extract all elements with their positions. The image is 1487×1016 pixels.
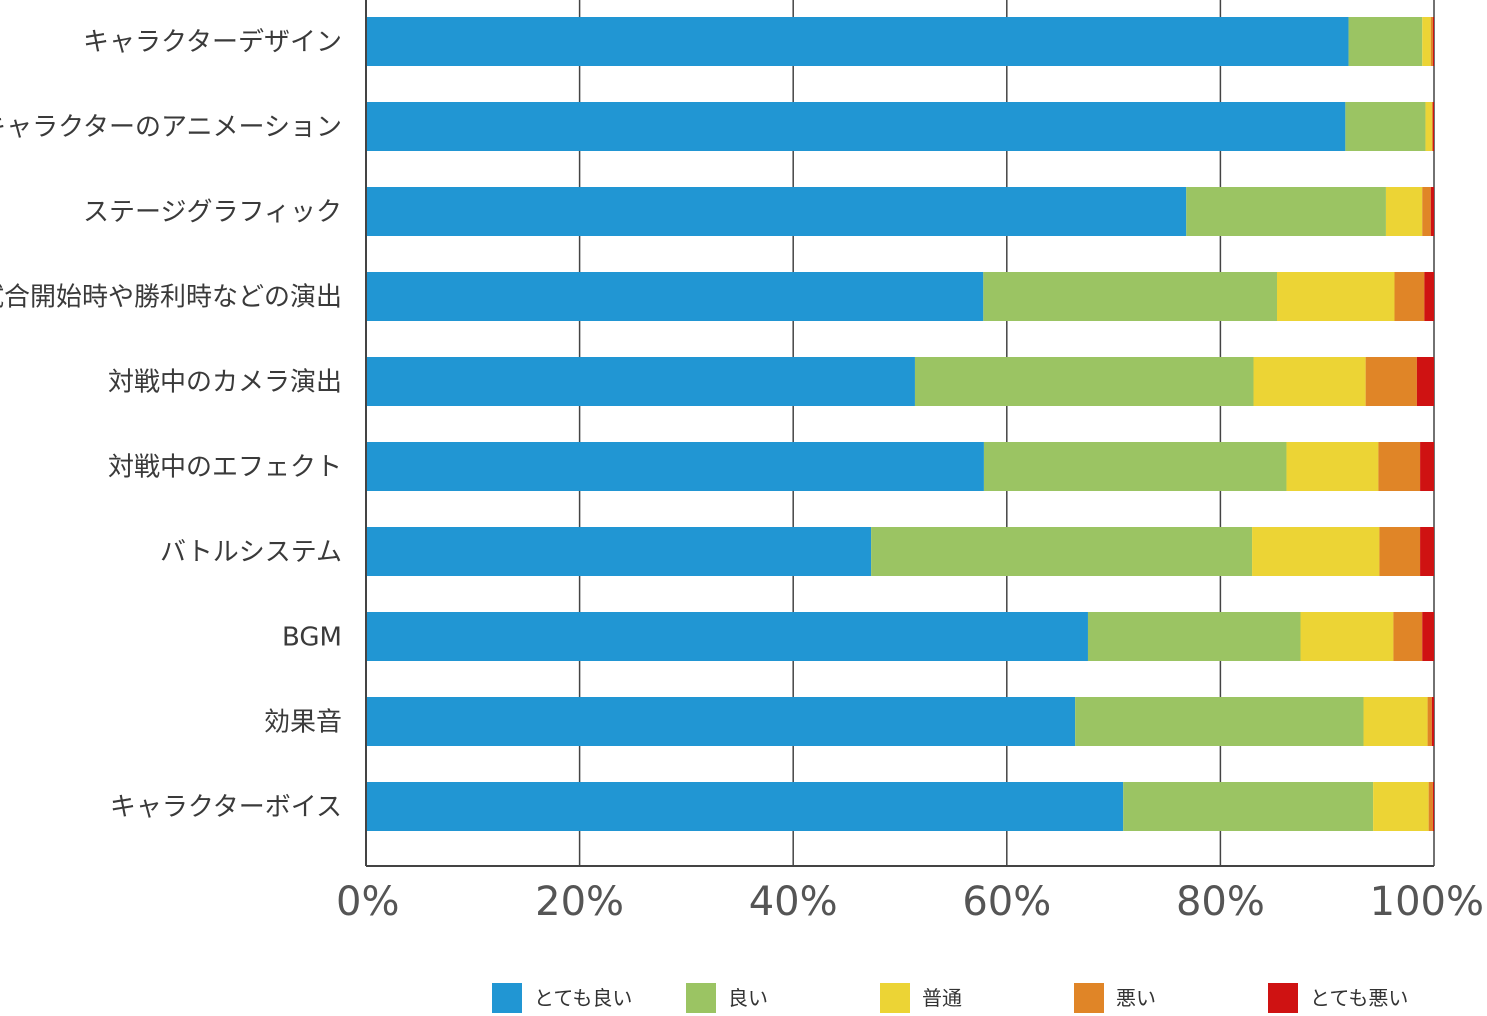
x-tick-label-2: 40% bbox=[749, 879, 838, 925]
category-label-6: バトルシステム bbox=[160, 538, 342, 568]
bar-segment-3-1 bbox=[983, 272, 1278, 321]
category-label-1: キャラクターのアニメーション bbox=[0, 113, 342, 143]
legend-label-1: 良い bbox=[728, 986, 768, 1010]
bar-segment-6-0 bbox=[366, 527, 872, 576]
legend-swatch-1 bbox=[686, 983, 716, 1013]
bar-segment-6-4 bbox=[1420, 527, 1434, 576]
bar-segment-1-3 bbox=[1431, 102, 1433, 151]
bar-segment-5-0 bbox=[366, 442, 984, 491]
bar-segment-5-1 bbox=[983, 442, 1287, 491]
category-label-2: ステージグラフィック bbox=[83, 198, 342, 228]
bar-segment-3-4 bbox=[1424, 272, 1434, 321]
bar-segment-0-4 bbox=[1432, 17, 1434, 66]
legend-label-4: とても悪い bbox=[1310, 986, 1408, 1010]
axes bbox=[365, 0, 1434, 867]
bar-segment-3-2 bbox=[1277, 272, 1395, 321]
x-tick-label-1: 20% bbox=[535, 879, 624, 925]
bar-segment-3-3 bbox=[1394, 272, 1425, 321]
bar-segment-9-2 bbox=[1373, 782, 1429, 831]
category-label-9: キャラクターボイス bbox=[110, 793, 342, 823]
category-label-8: 効果音 bbox=[264, 708, 342, 738]
x-tick-label-0: 0% bbox=[336, 879, 399, 925]
bar-segment-7-0 bbox=[366, 612, 1088, 661]
bar-segment-7-1 bbox=[1087, 612, 1301, 661]
x-tick-label-5: 100% bbox=[1370, 879, 1484, 925]
bar-segment-1-1 bbox=[1345, 102, 1426, 151]
bar-segment-4-0 bbox=[366, 357, 915, 406]
legend-swatch-4 bbox=[1268, 983, 1298, 1013]
category-label-0: キャラクターデザイン bbox=[83, 28, 342, 58]
category-label-7: BGM bbox=[282, 623, 342, 653]
legend-swatch-0 bbox=[492, 983, 522, 1013]
legend-label-3: 悪い bbox=[1116, 986, 1156, 1010]
bar-segment-5-3 bbox=[1378, 442, 1421, 491]
bar-segment-6-3 bbox=[1379, 527, 1421, 576]
bar-segment-3-0 bbox=[366, 272, 984, 321]
x-tick-labels: 0% 20% 40% 60% 80% 100% bbox=[336, 879, 1484, 925]
bar-segment-4-4 bbox=[1416, 357, 1434, 406]
bar-segment-7-2 bbox=[1300, 612, 1394, 661]
bar-segment-8-4 bbox=[1431, 697, 1434, 746]
x-tick-label-4: 80% bbox=[1176, 879, 1265, 925]
bar-segment-2-3 bbox=[1422, 187, 1431, 236]
bar-segment-4-2 bbox=[1253, 357, 1366, 406]
bar-segment-8-2 bbox=[1363, 697, 1428, 746]
bar-segment-8-1 bbox=[1075, 697, 1364, 746]
bar-segment-6-1 bbox=[871, 527, 1253, 576]
bar-segment-5-4 bbox=[1420, 442, 1434, 491]
bar-segment-9-0 bbox=[366, 782, 1124, 831]
bar-segment-2-4 bbox=[1430, 187, 1434, 236]
bar-segment-0-0 bbox=[366, 17, 1349, 66]
bar-segment-1-2 bbox=[1425, 102, 1432, 151]
category-label-4: 対戦中のカメラ演出 bbox=[108, 368, 342, 398]
bar-segment-7-3 bbox=[1393, 612, 1423, 661]
bar-segment-1-0 bbox=[366, 102, 1346, 151]
x-tick-label-3: 60% bbox=[962, 879, 1051, 925]
bar-segment-9-1 bbox=[1123, 782, 1374, 831]
bar-segment-9-3 bbox=[1428, 782, 1433, 831]
bar-segment-2-0 bbox=[366, 187, 1187, 236]
bar-segment-0-3 bbox=[1430, 17, 1433, 66]
legend-label-2: 普通 bbox=[922, 986, 962, 1010]
legend-swatch-2 bbox=[880, 983, 910, 1013]
legend-label-0: とても良い bbox=[534, 986, 632, 1010]
bar-segment-8-0 bbox=[366, 697, 1076, 746]
bar-segment-4-3 bbox=[1365, 357, 1417, 406]
bar-segment-2-1 bbox=[1186, 187, 1386, 236]
bar-segment-2-2 bbox=[1385, 187, 1423, 236]
bar-segment-6-2 bbox=[1252, 527, 1380, 576]
bar-segment-0-2 bbox=[1422, 17, 1431, 66]
bars bbox=[366, 17, 1434, 831]
category-label-5: 対戦中のエフェクト bbox=[108, 453, 342, 483]
legend-swatch-3 bbox=[1074, 983, 1104, 1013]
bar-segment-7-4 bbox=[1422, 612, 1434, 661]
bar-segment-5-2 bbox=[1286, 442, 1379, 491]
bar-segment-9-4 bbox=[1432, 782, 1434, 831]
category-label-3: 試合開始時や勝利時などの演出 bbox=[0, 283, 342, 313]
bar-segment-4-1 bbox=[914, 357, 1254, 406]
bar-segment-8-3 bbox=[1427, 697, 1432, 746]
category-labels: キャラクターデザインキャラクターのアニメーションステージグラフィック試合開始時や… bbox=[0, 28, 342, 823]
legend: とても良い 良い 普通 悪い とても悪い bbox=[492, 983, 1408, 1013]
bar-segment-0-1 bbox=[1348, 17, 1423, 66]
bar-segment-1-4 bbox=[1432, 102, 1434, 151]
